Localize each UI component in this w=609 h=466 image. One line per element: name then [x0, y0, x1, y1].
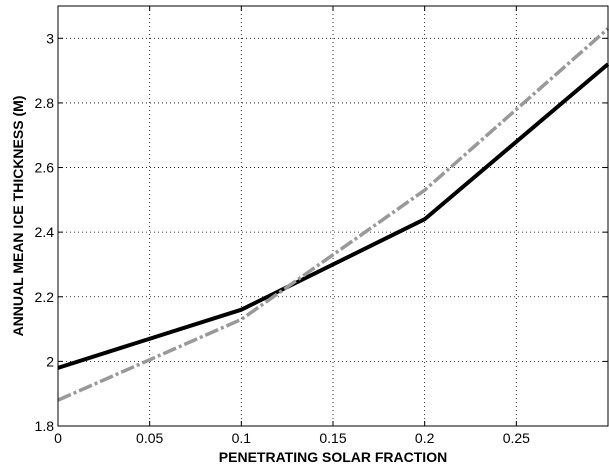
grid: [58, 6, 608, 426]
x-tick-label: 0.1: [232, 430, 252, 446]
y-tick-label: 2: [46, 353, 54, 369]
ticks: 0 0.05 0.1 0.15 0.2 0.25 1.8 2 2.2 2.4 2.6 2.8 3: [35, 6, 608, 446]
y-tick-label: 2.8: [35, 95, 55, 111]
x-tick-label: 0.05: [136, 430, 163, 446]
y-tick-label: 2.6: [35, 160, 55, 176]
x-axis-title: PENETRATING SOLAR FRACTION: [219, 449, 447, 465]
y-axis-title: ANNUAL MEAN ICE THICKNESS (M): [10, 96, 26, 337]
x-tick-label: 0.15: [319, 430, 346, 446]
series-line-2: [57, 27, 609, 402]
y-tick-label: 2.2: [35, 289, 55, 305]
x-tick-label: 0: [54, 430, 62, 446]
x-tick-label: 0.25: [503, 430, 530, 446]
x-tick-label: 0.2: [415, 430, 435, 446]
series-line-1: [57, 62, 609, 370]
y-tick-label: 2.4: [35, 224, 55, 240]
y-tick-label: 3: [46, 30, 54, 46]
y-tick-label: 1.8: [35, 418, 55, 434]
series-group: [57, 27, 609, 402]
